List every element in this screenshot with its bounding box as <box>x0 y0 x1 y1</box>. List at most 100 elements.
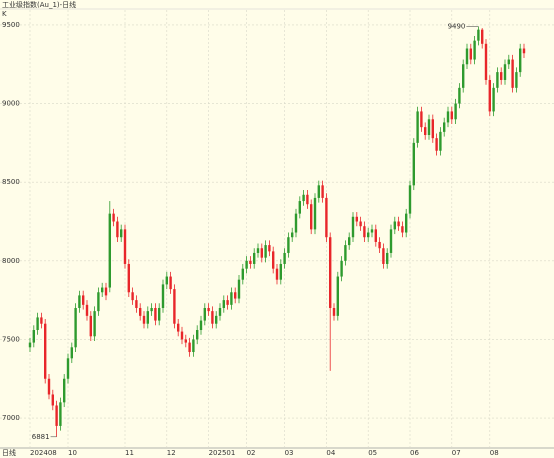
candle-body <box>332 307 336 316</box>
candle-body <box>249 260 252 264</box>
candle-body <box>283 252 286 264</box>
candle-body <box>469 48 472 60</box>
candle-body <box>272 251 275 269</box>
candle-body <box>63 378 66 403</box>
candle-body <box>51 394 54 406</box>
candle-body <box>435 138 438 151</box>
candle-body <box>47 378 51 395</box>
candle-body <box>416 111 419 143</box>
candle-body <box>401 226 404 233</box>
candle-body <box>484 43 488 80</box>
candle-body <box>321 185 324 198</box>
candle-body <box>192 339 195 353</box>
candle-body <box>458 87 461 104</box>
candle-body <box>473 40 476 60</box>
candle-body <box>268 245 271 252</box>
candle-body <box>325 197 328 238</box>
candle-body <box>28 342 32 348</box>
candle-body <box>40 317 43 324</box>
x-tick-label: 10 <box>68 449 77 457</box>
candle-body <box>218 307 222 316</box>
candle-body <box>78 295 81 308</box>
candle-body <box>253 252 256 264</box>
candle-body <box>279 263 282 280</box>
chart-title: 工业级指数(Au_1)-日线 <box>2 0 76 9</box>
candle-body <box>260 248 263 258</box>
candle-body <box>165 276 168 285</box>
candle-body <box>150 307 153 312</box>
candle-body <box>234 292 237 299</box>
candle-body <box>507 59 510 65</box>
candle-body <box>101 287 104 293</box>
candle-body <box>123 229 127 264</box>
candle-body <box>302 194 305 202</box>
x-tick-label: 05 <box>368 449 377 457</box>
candle-body <box>66 358 70 379</box>
candle-body <box>454 103 457 120</box>
x-tick-label: 202408 <box>30 449 57 457</box>
candle-body <box>287 237 290 253</box>
x-tick-label: 03 <box>285 449 294 457</box>
candle-body <box>161 284 165 308</box>
candle-body <box>142 315 146 324</box>
x-tick-label: 202501 <box>209 449 236 457</box>
x-tick-label: 11 <box>125 449 134 457</box>
candle-body <box>317 185 320 198</box>
candle-body <box>355 216 358 222</box>
candle-body <box>363 226 366 238</box>
candle-body <box>55 405 58 426</box>
y-tick-label: 7000 <box>2 414 20 422</box>
candle-body <box>275 268 279 280</box>
candle-body <box>424 127 427 136</box>
candle-body <box>515 72 518 88</box>
candle-body <box>199 320 203 331</box>
candle-body <box>135 300 138 308</box>
candle-body <box>237 279 241 299</box>
candle-body <box>70 347 73 359</box>
y-tick-label: 7500 <box>2 335 20 343</box>
candle-body <box>405 213 408 233</box>
candle-body <box>256 248 260 253</box>
candle-body <box>446 111 450 123</box>
candle-body <box>382 248 385 264</box>
y-tick-label: 8500 <box>2 178 20 186</box>
candle-body <box>340 260 343 277</box>
candle-body <box>291 232 294 238</box>
candle-body <box>85 304 89 316</box>
candle-body <box>59 402 62 426</box>
candle-body <box>511 59 514 88</box>
candle-body <box>439 131 442 151</box>
candle-body <box>44 323 47 379</box>
candle-body <box>215 315 218 324</box>
candle-body <box>230 292 233 305</box>
candle-body <box>462 64 465 88</box>
candle-body <box>348 237 351 246</box>
x-tick-label: 07 <box>452 449 461 457</box>
candle-body <box>173 289 176 324</box>
candle-body <box>154 307 157 321</box>
candle-body <box>158 307 161 321</box>
candle-body <box>196 330 199 340</box>
max-label: 9490 <box>448 23 466 31</box>
candle-body <box>492 87 495 112</box>
candle-body <box>481 29 484 44</box>
candle-body <box>306 194 309 205</box>
y-tick-label: 9500 <box>2 21 20 29</box>
candle-body <box>112 213 115 222</box>
candle-body <box>344 245 347 261</box>
candle-body <box>522 48 526 54</box>
y-tick-label: 9000 <box>2 100 20 108</box>
candle-body <box>431 119 434 139</box>
candle-body <box>367 232 370 238</box>
candle-body <box>203 307 206 321</box>
candle-body <box>222 300 225 308</box>
candle-body <box>465 48 469 65</box>
candle-body <box>503 64 507 80</box>
candle-body <box>207 307 210 312</box>
candle-body <box>386 252 389 264</box>
candle-body <box>427 119 431 136</box>
candle-body <box>310 204 313 230</box>
